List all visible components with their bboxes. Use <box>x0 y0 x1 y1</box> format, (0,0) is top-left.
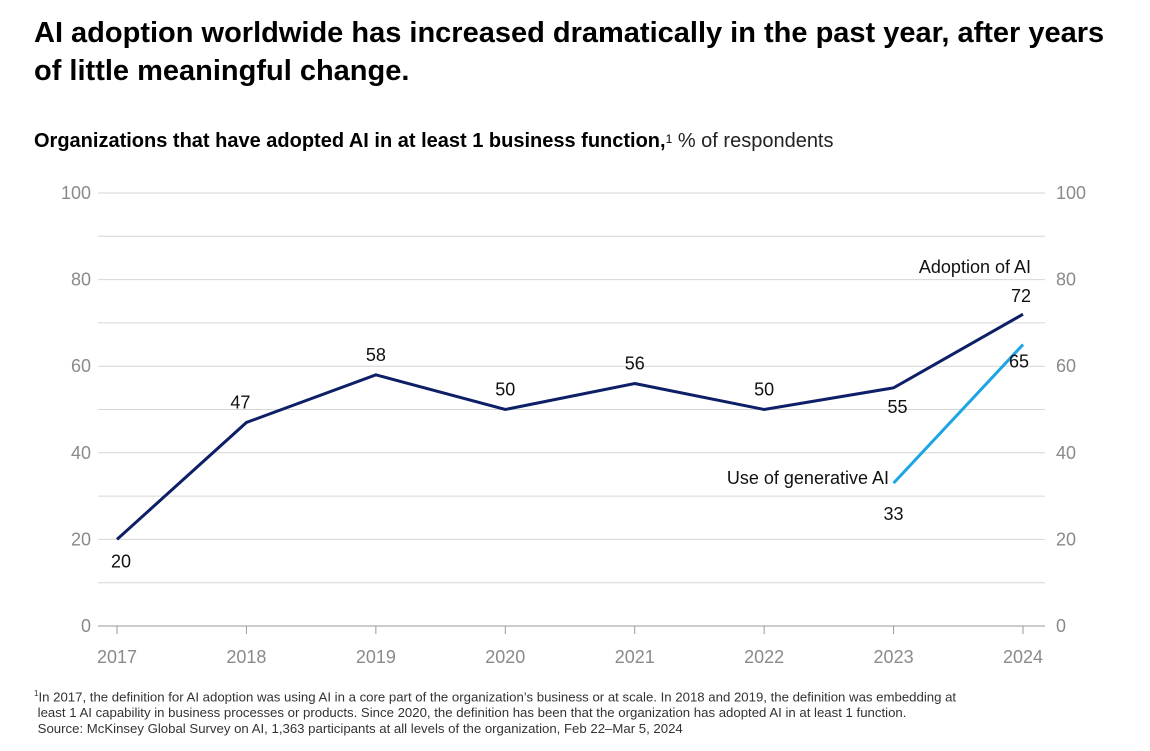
y-tick-label-left: 0 <box>81 616 91 636</box>
footnote-text-1: In 2017, the definition for AI adoption … <box>38 689 957 705</box>
y-tick-label-right: 80 <box>1056 270 1076 290</box>
y-tick-label-right: 20 <box>1056 529 1076 549</box>
data-label-adoption: 58 <box>366 345 386 365</box>
y-tick-label-left: 80 <box>71 270 91 290</box>
data-label-adoption: 72 <box>1011 286 1031 306</box>
footnote-line-2: least 1 AI capability in business proces… <box>34 705 1124 721</box>
x-tick-label: 2018 <box>226 647 266 667</box>
x-tick-label: 2024 <box>1003 647 1043 667</box>
y-tick-label-right: 40 <box>1056 443 1076 463</box>
x-tick-label: 2021 <box>615 647 655 667</box>
footnote-line-1: 1In 2017, the definition for AI adoption… <box>34 686 1124 705</box>
y-tick-label-left: 40 <box>71 443 91 463</box>
series-line-0 <box>115 312 1024 541</box>
y-tick-label-left: 100 <box>61 183 91 203</box>
footnotes: 1In 2017, the definition for AI adoption… <box>34 686 1124 737</box>
data-label-adoption: 50 <box>754 380 774 400</box>
data-label-adoption: 47 <box>230 392 250 412</box>
subtitle-unit: % of respondents <box>672 130 834 152</box>
data-label-adoption: 20 <box>111 551 131 571</box>
x-tick-label: 2017 <box>97 647 137 667</box>
y-tick-label-right: 60 <box>1056 356 1076 376</box>
series-label-genai: Use of generative AI <box>727 468 889 488</box>
x-tick-label: 2023 <box>874 647 914 667</box>
y-tick-label-left: 60 <box>71 356 91 376</box>
data-label-adoption: 50 <box>495 380 515 400</box>
x-tick-label: 2022 <box>744 647 784 667</box>
chart-subtitle: Organizations that have adopted AI in at… <box>34 127 834 155</box>
subtitle-footnote-marker: 1 <box>665 132 673 146</box>
source-text: Source: McKinsey Global Survey on AI, 1,… <box>37 721 683 737</box>
chart-title: AI adoption worldwide has increased dram… <box>34 17 1105 87</box>
y-tick-label-left: 20 <box>71 529 91 549</box>
data-label-genai: 65 <box>1009 352 1029 372</box>
footnote-text-2: least 1 AI capability in business proces… <box>37 705 907 721</box>
subtitle-main: Organizations that have adopted AI in at… <box>34 130 666 152</box>
x-tick-label: 2020 <box>485 647 525 667</box>
data-label-genai: 33 <box>884 504 904 524</box>
series-label-adoption: Adoption of AI <box>919 257 1031 277</box>
y-tick-label-right: 0 <box>1056 616 1066 636</box>
series-line-1 <box>892 343 1025 485</box>
footnote-marker: 1 <box>34 689 39 698</box>
data-label-adoption: 55 <box>888 397 908 417</box>
data-label-adoption: 56 <box>625 354 645 374</box>
source-line: Source: McKinsey Global Survey on AI, 1,… <box>34 721 1124 737</box>
y-tick-label-right: 100 <box>1056 183 1086 203</box>
x-tick-label: 2019 <box>356 647 396 667</box>
